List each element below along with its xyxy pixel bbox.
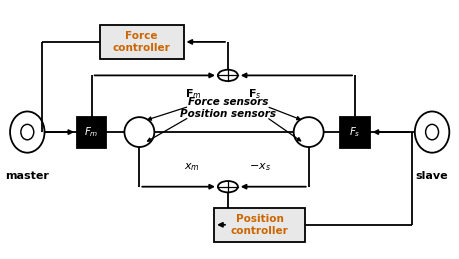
Bar xyxy=(340,117,369,148)
Text: $\mathbf{F}_s$: $\mathbf{F}_s$ xyxy=(248,87,261,101)
Text: $F_m$: $F_m$ xyxy=(84,125,99,139)
Bar xyxy=(100,25,183,59)
Ellipse shape xyxy=(293,117,323,147)
Text: $- \mathbf{\mathit{x}}_s$: $- \mathbf{\mathit{x}}_s$ xyxy=(248,161,270,172)
Text: Force sensors: Force sensors xyxy=(187,97,268,107)
Ellipse shape xyxy=(414,111,448,153)
Ellipse shape xyxy=(10,111,45,153)
Bar xyxy=(214,208,304,242)
Bar xyxy=(77,117,106,148)
Text: Force
controller: Force controller xyxy=(112,31,170,53)
Text: $\mathbf{F}_m$: $\mathbf{F}_m$ xyxy=(185,87,202,101)
Ellipse shape xyxy=(425,124,437,140)
Text: master: master xyxy=(6,171,49,181)
Text: Position sensors: Position sensors xyxy=(179,109,275,119)
Text: slave: slave xyxy=(415,171,448,181)
Text: $F_s$: $F_s$ xyxy=(348,125,360,139)
Text: $\mathbf{\mathit{x}}_m$: $\mathbf{\mathit{x}}_m$ xyxy=(183,161,199,172)
Circle shape xyxy=(218,70,237,81)
Circle shape xyxy=(218,181,237,192)
Text: Position
controller: Position controller xyxy=(230,214,288,236)
Ellipse shape xyxy=(124,117,154,147)
Ellipse shape xyxy=(21,124,34,140)
